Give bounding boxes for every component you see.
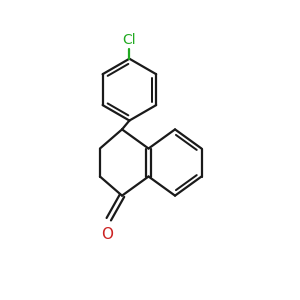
Text: Cl: Cl — [123, 33, 136, 47]
Text: O: O — [101, 226, 113, 242]
